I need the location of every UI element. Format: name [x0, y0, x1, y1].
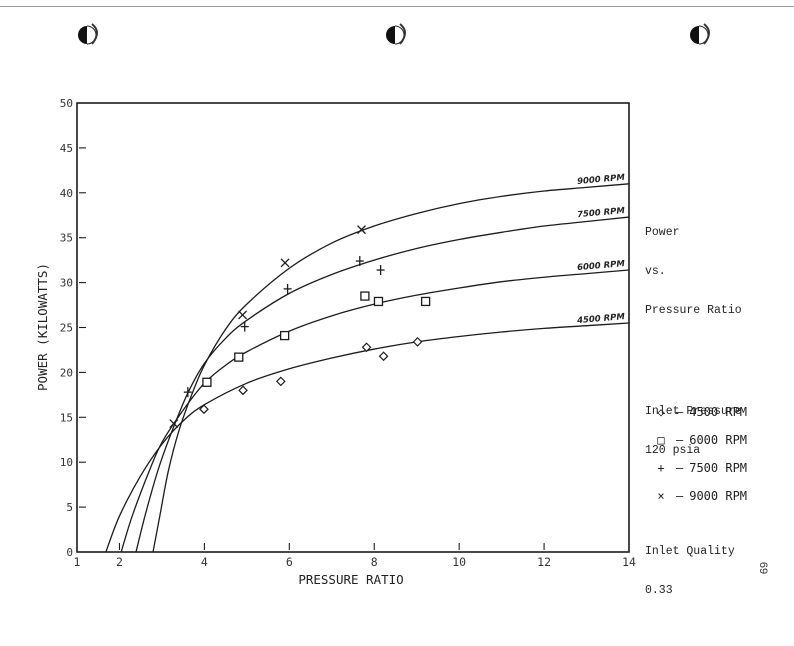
inlet-quality-value: 0.33: [645, 584, 673, 597]
diamond-marker: [199, 404, 209, 415]
fit-curve-9000-rpm: [152, 183, 630, 553]
plus-marker: [183, 387, 192, 398]
legend-label: 9000 RPM: [689, 489, 748, 503]
y-tick-label: 5: [66, 501, 73, 514]
curve-label: 9000 RPM: [577, 173, 626, 187]
legend-item: × –9000 RPM: [650, 482, 747, 510]
y-tick-label: 40: [60, 187, 73, 200]
annotation-inlet-quality: Inlet Quality 0.33: [645, 519, 742, 623]
y-tick-label: 30: [60, 277, 73, 290]
data-points: [169, 225, 431, 429]
diamond-icon: ◇: [657, 405, 665, 419]
cross-marker: [357, 225, 366, 235]
annotation-title: Power vs. Pressure Ratio: [645, 200, 742, 343]
legend-item: + –7500 RPM: [650, 454, 747, 482]
curve-label: 4500 RPM: [576, 312, 626, 326]
square-marker: [373, 296, 384, 307]
y-tick-label: 20: [60, 366, 73, 379]
legend: ◇ –4500 RPM □ –6000 RPM + –7500 RPM × –9000 …: [650, 398, 747, 510]
x-tick-label: 8: [371, 555, 378, 569]
y-tick-label: 10: [60, 456, 73, 469]
inlet-quality-label: Inlet Quality: [645, 545, 735, 558]
scan-top-edge: [0, 6, 794, 7]
plot-frame: [76, 102, 630, 553]
plus-marker: [240, 321, 249, 332]
curve-labels: 4500 RPM 6000 RPM 7500 RPM 9000 RPM: [576, 173, 626, 326]
square-marker: [202, 377, 212, 387]
x-tick-label: 2: [116, 555, 123, 569]
punch-hole-icon: [386, 23, 406, 45]
square-marker: [279, 330, 290, 341]
y-tick-label: 35: [60, 232, 73, 245]
page-number: 69: [757, 561, 770, 575]
diamond-marker: [275, 376, 286, 387]
x-tick-label: 6: [286, 555, 293, 569]
y-tick-label: 25: [60, 322, 73, 335]
cross-icon: ×: [657, 489, 665, 503]
plus-icon: +: [657, 461, 665, 475]
x-tick-label: 14: [622, 555, 636, 569]
square-icon: □: [657, 433, 665, 447]
cross-marker: [280, 258, 290, 268]
diamond-marker: [412, 337, 423, 347]
legend-item: □ –6000 RPM: [650, 426, 747, 454]
inlet-pressure-value: 120 psia: [645, 444, 701, 457]
x-tick-label: 12: [537, 555, 551, 569]
fit-curve-4500-rpm: [105, 322, 630, 553]
annotation-inlet-pressure: Inlet Pressure 120 psia: [645, 379, 742, 483]
x-tick-label: 1: [74, 555, 81, 569]
y-axis-label: POWER (KILOWATTS): [35, 263, 50, 391]
square-marker: [234, 352, 244, 362]
plus-marker: [355, 256, 364, 267]
fit-curves: [105, 183, 630, 553]
legend-label: 6000 RPM: [689, 433, 748, 447]
square-marker: [420, 296, 431, 307]
curve-label: 7500 RPM: [577, 206, 626, 220]
plus-marker: [283, 283, 292, 294]
punch-hole-icon: [690, 23, 710, 45]
x-tick-label: 4: [201, 555, 208, 569]
punch-hole-icon: [78, 23, 98, 45]
inlet-pressure-label: Inlet Pressure: [645, 405, 742, 418]
x-tick-label: 10: [452, 555, 466, 569]
cross-marker: [238, 310, 248, 320]
y-tick-label: 50: [60, 97, 73, 110]
annotation-title-line: Pressure Ratio: [645, 304, 742, 317]
diamond-marker: [378, 351, 389, 362]
diamond-marker: [238, 385, 248, 396]
curve-label: 6000 RPM: [577, 259, 626, 273]
diamond-marker: [361, 342, 372, 353]
legend-item: ◇ –4500 RPM: [650, 398, 747, 426]
legend-label: 7500 RPM: [689, 461, 748, 475]
fit-curve-6000-rpm: [120, 269, 630, 553]
y-tick-label: 15: [60, 411, 73, 424]
square-marker: [360, 291, 370, 301]
chart-annotation: Power vs. Pressure Ratio Inlet Pressure …: [645, 174, 742, 646]
cross-marker: [169, 419, 179, 429]
plus-marker: [376, 265, 385, 276]
annotation-title-line: vs.: [645, 265, 666, 278]
x-axis-label: PRESSURE RATIO: [298, 572, 403, 587]
y-tick-label: 45: [60, 142, 73, 155]
fit-curve-7500-rpm: [135, 216, 630, 553]
y-tick-label: 0: [66, 546, 73, 559]
legend-label: 4500 RPM: [689, 405, 748, 419]
annotation-title-line: Power: [645, 226, 680, 239]
